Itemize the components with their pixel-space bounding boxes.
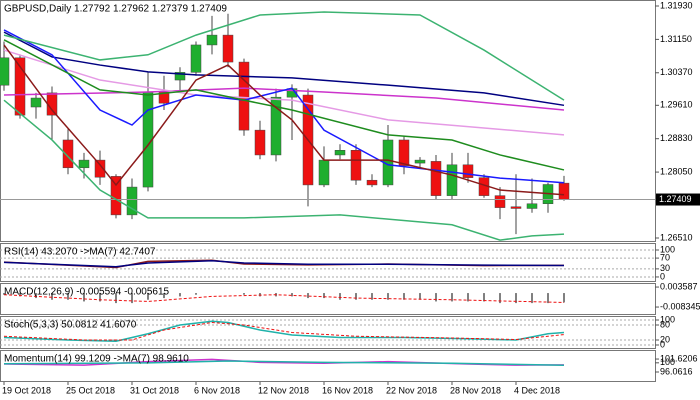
candle-body (190, 44, 202, 73)
candle-body (174, 72, 186, 81)
candle-body (14, 57, 26, 116)
candle-body (318, 159, 330, 186)
candle-body (462, 164, 474, 178)
x-tick-label: 31 Oct 2018 (130, 385, 179, 395)
x-tick-label: 22 Nov 2018 (386, 385, 437, 395)
y-tick-label: 0 (660, 271, 665, 281)
panel-title: MACD(12,26,9) -0.005594 -0.005615 (4, 287, 170, 298)
last-price-label: 1.27409 (659, 194, 692, 204)
indicator-line (3, 39, 565, 171)
x-tick-label: 12 Nov 2018 (258, 385, 309, 395)
indicator-line (3, 44, 565, 196)
x-tick-label: 16 Nov 2018 (322, 385, 373, 395)
candle-body (414, 159, 426, 164)
y-tick-label: 1.26510 (660, 232, 693, 242)
y-tick-label: 101.6206 (660, 353, 698, 363)
y-tick-label: 80 (660, 319, 670, 329)
candle-body (510, 206, 522, 209)
x-tick-label: 25 Oct 2018 (66, 385, 115, 395)
candle-body (126, 186, 138, 216)
candle-body (334, 150, 346, 156)
panel-title: Momentum(14) 99.1209 ->MA(7) 98.9610 (4, 354, 189, 365)
candle-body (526, 203, 538, 209)
y-tick-label: 1.30370 (660, 67, 693, 77)
y-tick-label: 1.28050 (660, 166, 693, 176)
panel-title: GBPUSD,Daily 1.27792 1.27962 1.27379 1.2… (4, 4, 227, 15)
panel-frame (0, 283, 656, 315)
panel-frame (0, 316, 656, 349)
indicator-line (3, 294, 565, 303)
candle-body (206, 34, 218, 46)
candle-body (62, 139, 74, 169)
y-tick-label: 1.28830 (660, 133, 693, 143)
y-tick-label: 0 (660, 339, 665, 349)
panel-frame (0, 0, 656, 242)
y-tick-label: 1.31150 (660, 34, 692, 44)
indicator-line (3, 320, 565, 343)
indicator-line (3, 260, 565, 268)
candle-body (254, 129, 266, 156)
candle-body (270, 96, 282, 156)
panel-title: Stoch(5,3,3) 50.0812 41.6070 (4, 320, 137, 331)
panel-title: RSI(14) 43.2070 ->MA(7) 42.7407 (4, 247, 156, 258)
candle-body (398, 139, 410, 166)
indicator-line (3, 49, 565, 136)
y-tick-label: 0.003587 (660, 281, 698, 291)
x-tick-label: 6 Nov 2018 (194, 385, 240, 395)
y-tick-label: 100 (660, 357, 675, 367)
candle-body (430, 161, 442, 196)
indicator-line (3, 11, 565, 101)
indicator-line (3, 360, 565, 366)
y-tick-label: 1.31930 (660, 0, 693, 10)
indicator-line (3, 321, 565, 341)
candle-body (366, 179, 378, 186)
y-tick-label: 30 (660, 263, 670, 273)
candle-body (110, 176, 122, 216)
candle-body (446, 164, 458, 196)
candle-body (222, 34, 234, 63)
y-tick-label: 70 (660, 252, 670, 262)
y-tick-label: 1.29610 (660, 100, 693, 110)
last-price-box (656, 193, 700, 206)
candle-body (30, 97, 42, 108)
indicator-line (3, 99, 565, 241)
x-tick-label: 28 Nov 2018 (450, 385, 501, 395)
y-tick-label: -0.008345 (660, 301, 700, 311)
candle-body (494, 195, 506, 208)
candle-body (0, 57, 10, 86)
y-tick-label: 100 (660, 314, 675, 324)
x-tick-label: 4 Dec 2018 (514, 385, 560, 395)
y-tick-label: 20 (660, 334, 670, 344)
y-tick-label: 100 (660, 244, 675, 254)
indicator-line (3, 31, 565, 107)
x-tick-label: 19 Oct 2018 (2, 385, 51, 395)
panel-frame (0, 350, 656, 382)
candle-body (350, 150, 362, 181)
candle-body (558, 182, 570, 200)
candle-body (94, 159, 106, 178)
candle-body (78, 159, 90, 169)
candle-body (238, 61, 250, 131)
y-tick-label: 96.0616 (660, 366, 693, 376)
